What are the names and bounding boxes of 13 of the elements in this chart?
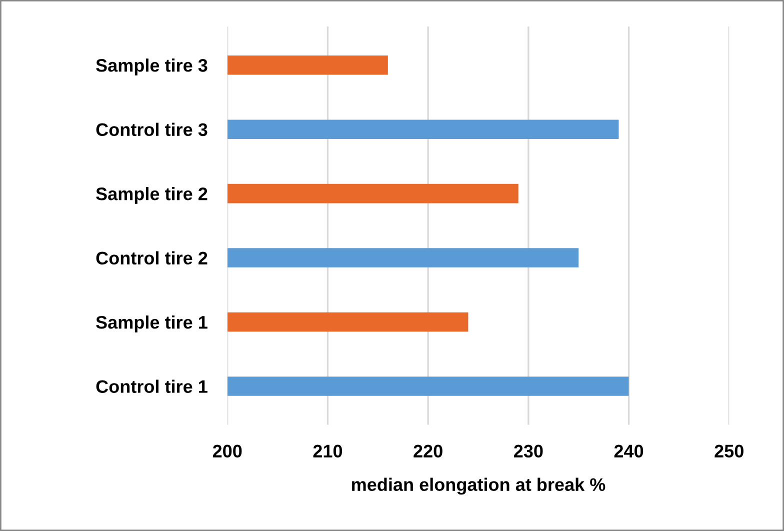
- y-tick-label: Sample tire 3: [96, 58, 208, 76]
- x-tick-label: 220: [414, 444, 442, 458]
- x-tick-label: 210: [313, 444, 342, 458]
- x-tick-label: 230: [514, 444, 543, 458]
- y-tick-label: Control tire 2: [96, 251, 208, 265]
- y-tick-label: Sample tire 2: [96, 187, 208, 204]
- x-tick-label: 250: [714, 444, 744, 458]
- x-axis-title: median elongation at break %: [352, 478, 606, 495]
- y-tick-label: Control tire 1: [96, 380, 208, 393]
- y-tick-label: Sample tire 1: [96, 315, 208, 332]
- x-tick-label: 200: [212, 444, 242, 458]
- y-tick-label: Control tire 3: [96, 122, 208, 136]
- x-tick-label: 240: [614, 444, 644, 458]
